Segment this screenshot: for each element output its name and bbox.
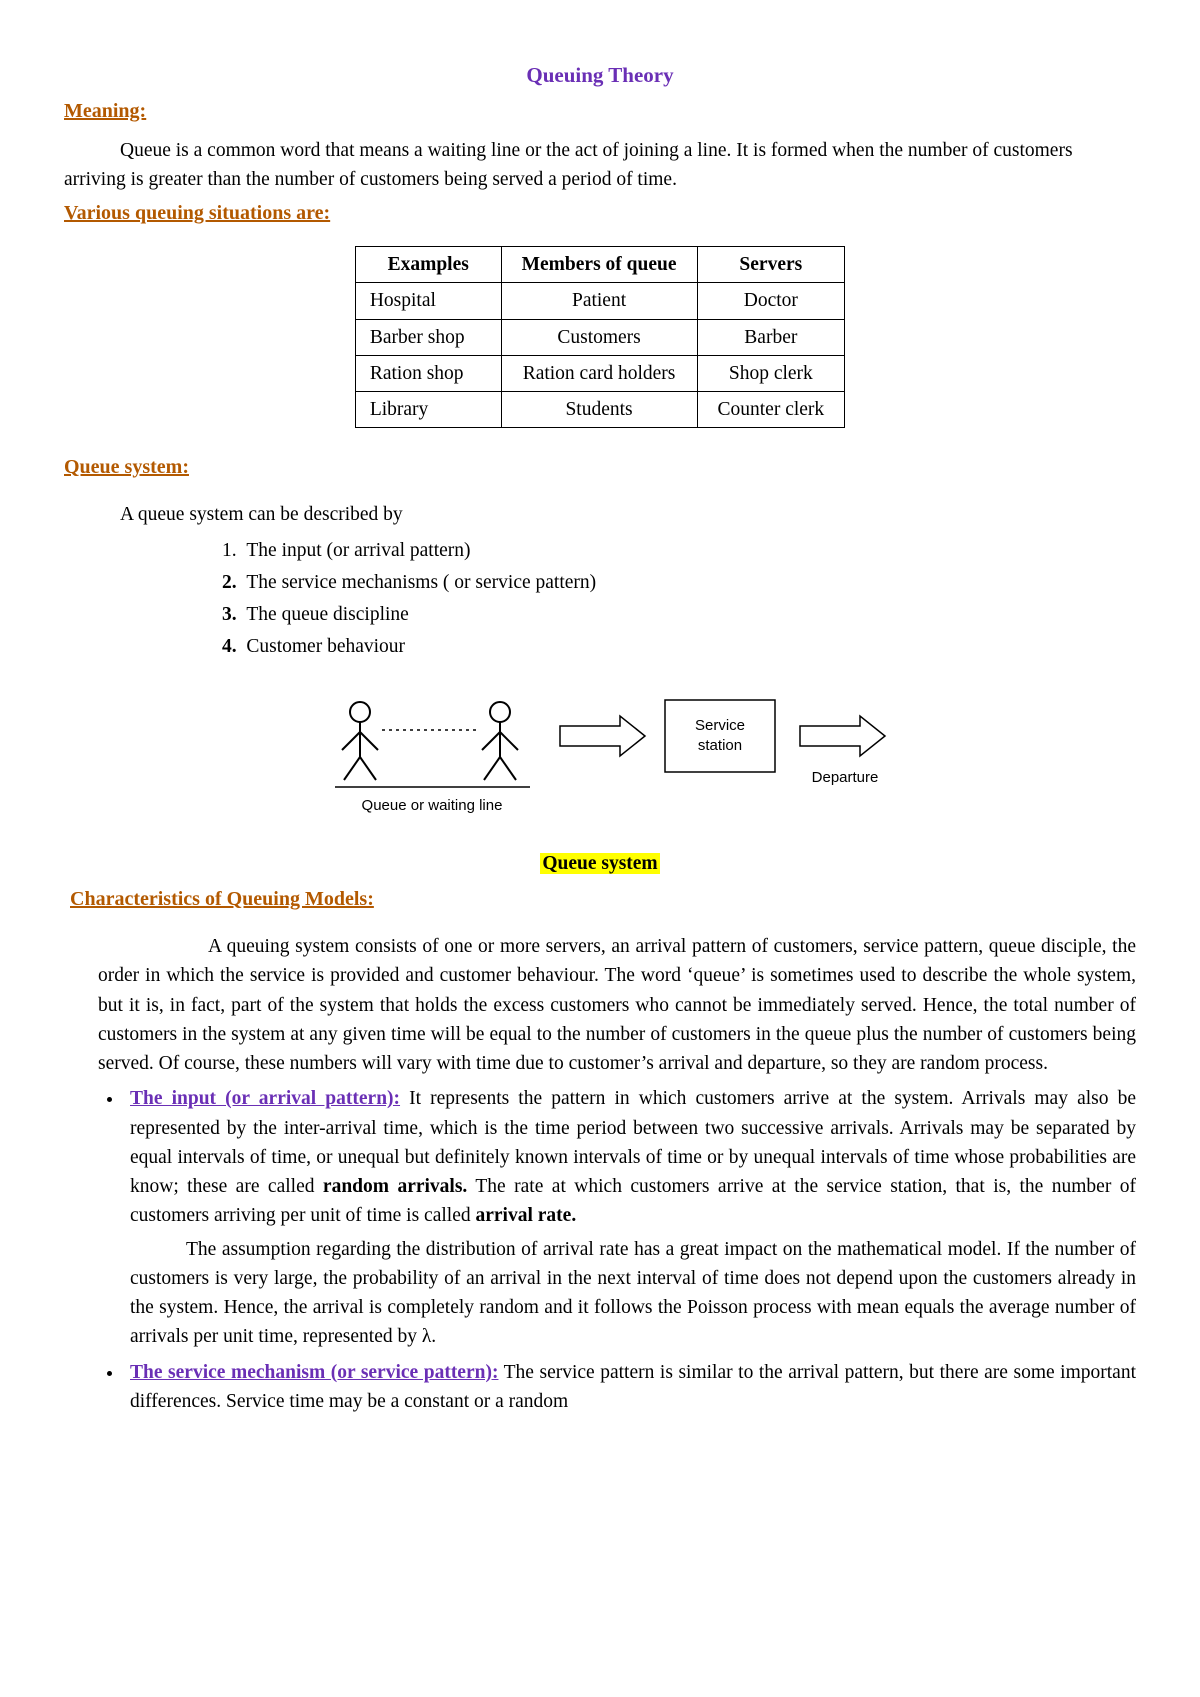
bullet-input-pattern: The input (or arrival pattern): It repre… (124, 1084, 1136, 1351)
item-text: The input (or arrival pattern) (246, 540, 470, 561)
item-num: 4. (222, 636, 237, 657)
meaning-paragraph: Queue is a common word that means a wait… (64, 136, 1136, 195)
characteristics-bullets: The input (or arrival pattern): It repre… (124, 1084, 1136, 1416)
service-label-1: Service (695, 717, 745, 734)
service-label-2: station (698, 737, 742, 754)
heading-characteristics: Characteristics of Queuing Models: (70, 884, 1136, 914)
cell-member: Ration card holders (501, 355, 697, 391)
qs-list: 1. The input (or arrival pattern) 2. The… (214, 536, 1136, 662)
cell-example: Barber shop (355, 319, 501, 355)
item-text: The service mechanisms ( or service patt… (246, 572, 596, 593)
th-servers: Servers (697, 247, 845, 283)
cell-member: Customers (501, 319, 697, 355)
bullet-bold-2: arrival rate. (476, 1205, 577, 1226)
list-item: 2. The service mechanisms ( or service p… (214, 568, 1136, 597)
heading-situations: Various queuing situations are: (64, 198, 1136, 228)
cell-example: Hospital (355, 283, 501, 319)
bullet-service-mechanism: The service mechanism (or service patter… (124, 1358, 1136, 1417)
table-row: Ration shop Ration card holders Shop cle… (355, 355, 844, 391)
departure-label: Departure (812, 769, 879, 786)
bullet-bold-1: random arrivals. (323, 1176, 467, 1197)
cell-example: Library (355, 392, 501, 428)
characteristics-paragraph: A queuing system consists of one or more… (98, 932, 1136, 1078)
queue-diagram: Queue or waiting line Service station De… (64, 682, 1136, 841)
page-title: Queuing Theory (64, 60, 1136, 92)
cell-example: Ration shop (355, 355, 501, 391)
item-num: 2. (222, 572, 237, 593)
qs-intro: A queue system can be described by (64, 500, 1136, 529)
table-row: Library Students Counter clerk (355, 392, 844, 428)
item-text: The queue discipline (246, 604, 408, 625)
cell-member: Students (501, 392, 697, 428)
heading-queue-system: Queue system: (64, 452, 1136, 482)
queue-label: Queue or waiting line (362, 797, 503, 814)
item-num: 1. (222, 540, 237, 561)
bullet-heading: The service mechanism (or service patter… (130, 1362, 498, 1383)
heading-meaning: Meaning: (64, 96, 1136, 126)
th-examples: Examples (355, 247, 501, 283)
cell-member: Patient (501, 283, 697, 319)
bullet-sub-paragraph: The assumption regarding the distributio… (130, 1235, 1136, 1352)
item-num: 3. (222, 604, 237, 625)
bullet-heading: The input (or arrival pattern): (130, 1088, 400, 1109)
caption-text: Queue system (540, 853, 659, 874)
list-item: 4. Customer behaviour (214, 632, 1136, 661)
item-text: Customer behaviour (246, 636, 405, 657)
cell-server: Shop clerk (697, 355, 845, 391)
cell-server: Barber (697, 319, 845, 355)
situations-table: Examples Members of queue Servers Hospit… (355, 246, 845, 428)
table-row: Barber shop Customers Barber (355, 319, 844, 355)
table-row: Hospital Patient Doctor (355, 283, 844, 319)
cell-server: Counter clerk (697, 392, 845, 428)
diagram-caption: Queue system (64, 849, 1136, 878)
th-members: Members of queue (501, 247, 697, 283)
table-header-row: Examples Members of queue Servers (355, 247, 844, 283)
list-item: 3. The queue discipline (214, 600, 1136, 629)
list-item: 1. The input (or arrival pattern) (214, 536, 1136, 565)
cell-server: Doctor (697, 283, 845, 319)
